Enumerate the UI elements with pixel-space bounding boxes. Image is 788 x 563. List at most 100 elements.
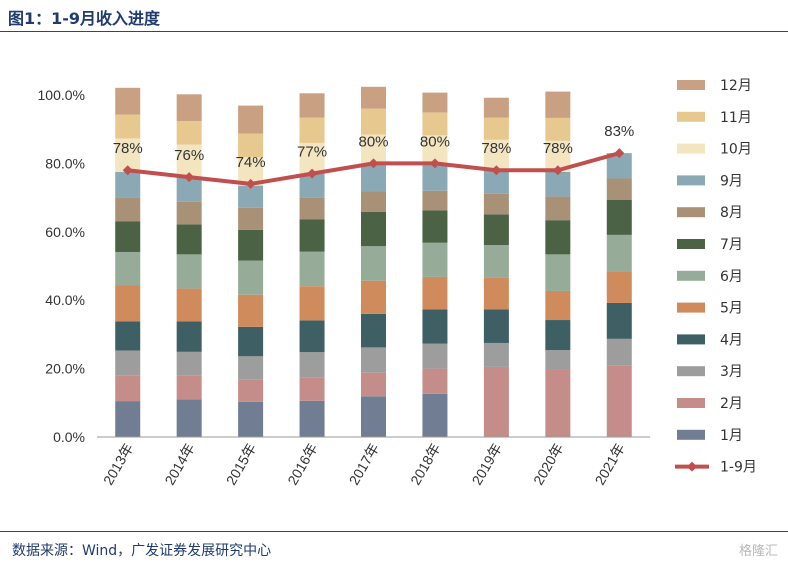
bar-segment <box>545 369 571 437</box>
bar-segment <box>483 277 509 310</box>
bar-segment <box>361 246 386 281</box>
bar-segment <box>422 393 448 437</box>
stacked-bar-line-chart: 0.0% 20.0% 40.0% 60.0% 80.0% 100.0% 2013年 2014年… <box>38 78 757 488</box>
bar-segment <box>606 178 632 200</box>
line-marker <box>122 165 133 176</box>
page-title: 图1：1-9月收入进度 <box>8 9 161 28</box>
bar-segment <box>606 271 632 303</box>
bar-segment <box>361 347 386 373</box>
bar-segment <box>176 120 202 145</box>
bar-segment <box>483 342 509 367</box>
bar-segment <box>422 368 448 394</box>
bar-segment <box>361 280 386 314</box>
legend-label: 11月 <box>720 110 752 126</box>
x-tick-label: 2018年 <box>407 441 443 488</box>
bar-segment <box>483 97 509 118</box>
bar-segment <box>545 350 571 370</box>
bar-segment <box>361 396 386 437</box>
watermark: 格隆汇 <box>738 544 778 559</box>
bar-segment <box>483 245 509 278</box>
legend-label: 5月 <box>720 301 743 317</box>
line-data-label: 78% <box>113 140 143 157</box>
x-tick-label: 2013年 <box>100 441 136 488</box>
bar-segment <box>115 375 141 402</box>
legend-swatch <box>677 270 705 281</box>
bar-segment <box>606 234 632 272</box>
bar-segment <box>422 92 448 113</box>
legend-label: 9月 <box>720 173 743 189</box>
y-tick-label: 0.0% <box>53 429 85 445</box>
bar-segment <box>176 224 202 255</box>
legend-label: 6月 <box>720 269 743 285</box>
y-tick-label: 40.0% <box>45 292 85 308</box>
bar-segment <box>545 254 571 291</box>
line-data-label: 80% <box>358 133 388 150</box>
bar-segment <box>483 117 509 140</box>
bar-segment <box>606 338 632 366</box>
line-layer: 78% 76% 74% 77% 80% 80% 78% 78% 83% <box>113 123 634 189</box>
legend-label: 10月 <box>720 142 752 158</box>
legend-label: 7月 <box>720 237 743 253</box>
bar-segment <box>238 105 264 134</box>
y-tick-label: 60.0% <box>45 224 85 240</box>
bar-segment <box>115 401 141 437</box>
bar-segment <box>606 365 632 437</box>
bar-segment <box>545 320 571 351</box>
line-marker <box>184 172 195 183</box>
source-note: 数据来源：Wind，广发证券发展研究中心 <box>12 543 272 559</box>
bar-segment <box>299 352 325 378</box>
legend-swatch <box>677 143 705 154</box>
bar-segment <box>176 399 202 437</box>
bars-layer <box>115 86 632 437</box>
bar-segment <box>238 260 264 295</box>
bar-segment <box>238 379 264 402</box>
y-tick-label: 80.0% <box>45 155 85 171</box>
bar-segment <box>483 214 509 246</box>
legend-label: 8月 <box>720 205 743 221</box>
bar-segment <box>299 286 325 321</box>
bar-segment <box>115 321 141 351</box>
bar-segment <box>422 165 448 191</box>
line-data-label: 76% <box>174 147 204 164</box>
bar-segment <box>606 199 632 235</box>
bar-segment <box>483 193 509 215</box>
legend-label: 1月 <box>720 428 743 444</box>
bar-segment <box>361 108 386 135</box>
y-tick-label: 20.0% <box>45 361 85 377</box>
bar-segment <box>115 171 141 198</box>
bar-segment <box>299 377 325 401</box>
bar-segment <box>115 251 141 286</box>
y-tick-label: 100.0% <box>38 87 85 103</box>
line-data-label: 80% <box>420 133 450 150</box>
bar-segment <box>361 372 386 397</box>
bar-segment <box>176 201 202 225</box>
bar-segment <box>361 191 386 212</box>
bar-segment <box>422 309 448 344</box>
line-data-label: 74% <box>236 154 266 171</box>
bar-segment <box>238 229 264 261</box>
bar-segment <box>176 94 202 121</box>
line-data-label: 78% <box>481 140 511 157</box>
bar-segment <box>299 142 325 174</box>
bar-segment <box>238 401 264 437</box>
bar-segment <box>545 117 571 141</box>
legend-label: 2月 <box>720 396 743 412</box>
bar-segment <box>299 320 325 353</box>
line-data-label: 77% <box>297 144 327 161</box>
bar-segment <box>176 375 202 400</box>
bar-segment <box>422 242 448 277</box>
bar-segment <box>483 309 509 343</box>
bar-segment <box>115 350 141 376</box>
bar-segment <box>483 139 509 170</box>
x-tick-label: 2020年 <box>530 441 566 488</box>
legend-line-marker <box>687 461 697 472</box>
legend-swatch <box>677 239 705 249</box>
bar-segment <box>299 251 325 287</box>
legend-swatch <box>677 366 705 377</box>
line-data-label: 83% <box>604 123 634 140</box>
bar-segment <box>545 196 571 221</box>
legend-swatch <box>677 302 705 313</box>
bar-segment <box>238 185 264 208</box>
bar-segment <box>238 207 264 230</box>
legend-swatch <box>677 429 705 440</box>
